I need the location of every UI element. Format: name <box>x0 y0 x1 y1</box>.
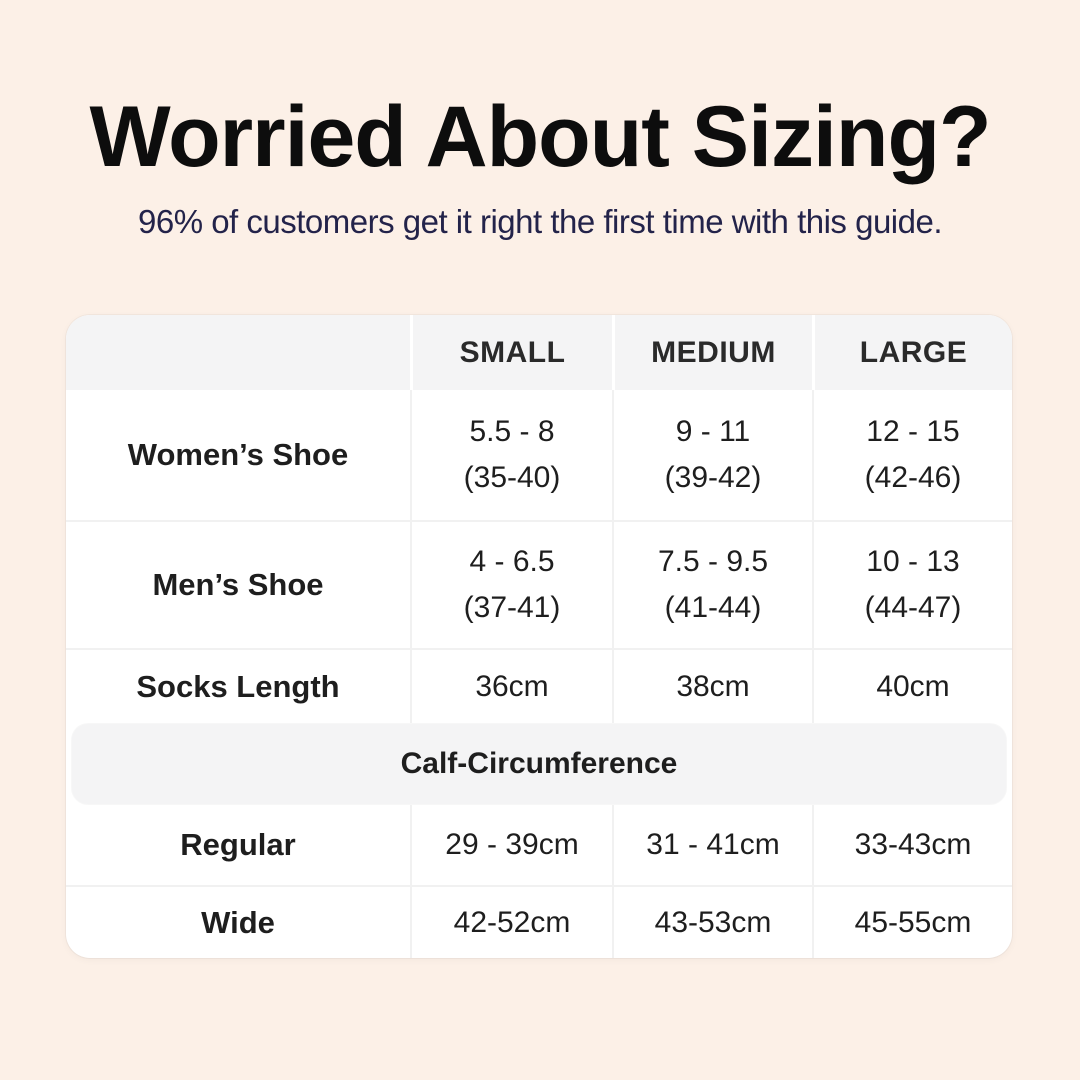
cell-line: 12 - 15 <box>866 415 960 448</box>
page-title: Worried About Sizing? <box>89 89 991 185</box>
cell-womens-large: 12 - 15 (42-46) <box>812 390 1012 520</box>
cell-socks-small: 36cm <box>410 650 612 723</box>
cell-line: 10 - 13 <box>866 545 960 578</box>
cell-line: 9 - 11 <box>675 415 751 448</box>
cell-line: (44-47) <box>864 591 962 624</box>
table-header-row: SMALL MEDIUM LARGE <box>66 315 1012 390</box>
cell-line: (39-42) <box>664 461 762 494</box>
cell-line: (42-46) <box>864 461 962 494</box>
row-regular: Regular 29 - 39cm 31 - 41cm 33-43cm <box>66 805 1012 885</box>
column-header-small: SMALL <box>410 315 612 390</box>
cell-line: (41-44) <box>664 591 762 624</box>
column-header-blank <box>66 315 410 390</box>
cell-wide-medium: 43-53cm <box>612 887 812 958</box>
cell-regular-small: 29 - 39cm <box>410 805 612 885</box>
column-header-medium: MEDIUM <box>612 315 812 390</box>
row-label: Men’s Shoe <box>152 567 324 602</box>
row-mens-shoe: Men’s Shoe 4 - 6.5 (37-41) 7.5 - 9.5 (41… <box>66 520 1012 648</box>
cell-line: 42-52cm <box>453 905 571 939</box>
cell-regular-large: 33-43cm <box>812 805 1012 885</box>
row-label: Socks Length <box>136 668 340 704</box>
cell-line: 45-55cm <box>854 905 972 939</box>
cell-line: 33-43cm <box>854 828 972 861</box>
cell-line: 43-53cm <box>654 905 772 939</box>
cell-line: (35-40) <box>463 461 561 494</box>
column-header-large: LARGE <box>812 315 1012 390</box>
cell-mens-small: 4 - 6.5 (37-41) <box>410 522 612 648</box>
cell-wide-small: 42-52cm <box>410 887 612 958</box>
cell-line: 38cm <box>676 669 750 703</box>
row-socks-length: Socks Length 36cm 38cm 40cm <box>66 648 1012 723</box>
cell-socks-large: 40cm <box>812 650 1012 723</box>
cell-line: 4 - 6.5 <box>469 545 555 578</box>
row-label: Women’s Shoe <box>127 437 349 472</box>
row-wide: Wide 42-52cm 43-53cm 45-55cm <box>66 885 1012 958</box>
cell-line: (37-41) <box>463 591 561 624</box>
cell-line: 31 - 41cm <box>646 828 780 861</box>
cell-socks-medium: 38cm <box>612 650 812 723</box>
cell-line: 40cm <box>876 669 950 703</box>
section-header-calf-circumference: Calf-Circumference <box>72 724 1006 804</box>
cell-line: 29 - 39cm <box>445 828 579 861</box>
cell-line: 5.5 - 8 <box>469 415 555 448</box>
cell-line: 7.5 - 9.5 <box>657 545 769 578</box>
cell-womens-medium: 9 - 11 (39-42) <box>612 390 812 520</box>
cell-womens-small: 5.5 - 8 (35-40) <box>410 390 612 520</box>
section-header-wrap: Calf-Circumference <box>66 723 1012 805</box>
cell-line: 36cm <box>475 669 549 703</box>
cell-wide-large: 45-55cm <box>812 887 1012 958</box>
row-label: Wide <box>201 904 275 940</box>
row-womens-shoe: Women’s Shoe 5.5 - 8 (35-40) 9 - 11 (39-… <box>66 390 1012 520</box>
size-table: SMALL MEDIUM LARGE Women’s Shoe 5.5 - 8 … <box>66 315 1012 958</box>
cell-regular-medium: 31 - 41cm <box>612 805 812 885</box>
cell-mens-medium: 7.5 - 9.5 (41-44) <box>612 522 812 648</box>
row-label: Regular <box>180 827 296 862</box>
cell-mens-large: 10 - 13 (44-47) <box>812 522 1012 648</box>
page-subtitle: 96% of customers get it right the first … <box>137 203 943 240</box>
